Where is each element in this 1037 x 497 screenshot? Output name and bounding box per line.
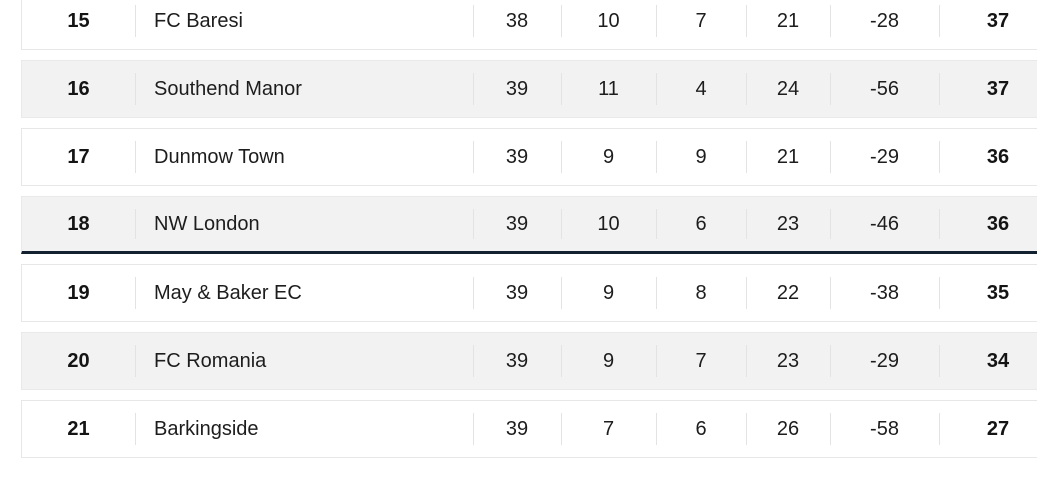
points-cell: 36 [939,129,1037,185]
drawn-cell: 8 [656,265,746,321]
league-table: 15 FC Baresi 38 10 7 21 -28 37 16 Southe… [21,0,1037,468]
position-cell: 18 [67,212,90,235]
points-cell: 34 [939,333,1037,389]
goal-difference-cell: -29 [830,129,939,185]
table-row: 15 FC Baresi 38 10 7 21 -28 37 [21,0,1037,50]
goal-difference-cell: -58 [830,401,939,457]
position-cell: 16 [67,77,90,100]
team-name-cell: May & Baker EC [135,265,473,321]
table-row: 16 Southend Manor 39 11 4 24 -56 37 [21,60,1037,118]
points-cell: 36 [939,197,1037,251]
drawn-cell: 7 [656,0,746,49]
won-cell: 7 [561,401,656,457]
goal-difference-cell: -29 [830,333,939,389]
won-cell: 9 [561,333,656,389]
played-cell: 39 [473,129,561,185]
played-cell: 39 [473,265,561,321]
team-name-cell: Southend Manor [135,61,473,117]
goal-difference-cell: -56 [830,61,939,117]
played-cell: 39 [473,333,561,389]
won-cell: 11 [561,61,656,117]
won-cell: 9 [561,265,656,321]
played-cell: 39 [473,61,561,117]
position-cell: 15 [67,9,90,32]
drawn-cell: 4 [656,61,746,117]
won-cell: 10 [561,197,656,251]
position-cell: 20 [67,349,90,372]
position-cell: 19 [67,281,90,304]
lost-cell: 23 [746,333,830,389]
points-cell: 37 [939,61,1037,117]
drawn-cell: 7 [656,333,746,389]
table-row: 19 May & Baker EC 39 9 8 22 -38 35 [21,264,1037,322]
team-name-cell: Dunmow Town [135,129,473,185]
position-cell: 17 [67,145,90,168]
drawn-cell: 6 [656,401,746,457]
drawn-cell: 9 [656,129,746,185]
points-cell: 37 [939,0,1037,49]
lost-cell: 24 [746,61,830,117]
team-name-cell: FC Baresi [135,0,473,49]
lost-cell: 26 [746,401,830,457]
points-cell: 27 [939,401,1037,457]
team-name-cell: NW London [135,197,473,251]
played-cell: 38 [473,0,561,49]
drawn-cell: 6 [656,197,746,251]
goal-difference-cell: -28 [830,0,939,49]
team-name-cell: FC Romania [135,333,473,389]
lost-cell: 22 [746,265,830,321]
lost-cell: 21 [746,129,830,185]
goal-difference-cell: -38 [830,265,939,321]
table-row: 21 Barkingside 39 7 6 26 -58 27 [21,400,1037,458]
table-row: 17 Dunmow Town 39 9 9 21 -29 36 [21,128,1037,186]
points-cell: 35 [939,265,1037,321]
position-cell: 21 [67,417,90,440]
played-cell: 39 [473,197,561,251]
goal-difference-cell: -46 [830,197,939,251]
table-row: 20 FC Romania 39 9 7 23 -29 34 [21,332,1037,390]
played-cell: 39 [473,401,561,457]
table-row-relegation-cutoff: 18 NW London 39 10 6 23 -46 36 [21,196,1037,254]
team-name-cell: Barkingside [135,401,473,457]
lost-cell: 21 [746,0,830,49]
won-cell: 9 [561,129,656,185]
won-cell: 10 [561,0,656,49]
lost-cell: 23 [746,197,830,251]
